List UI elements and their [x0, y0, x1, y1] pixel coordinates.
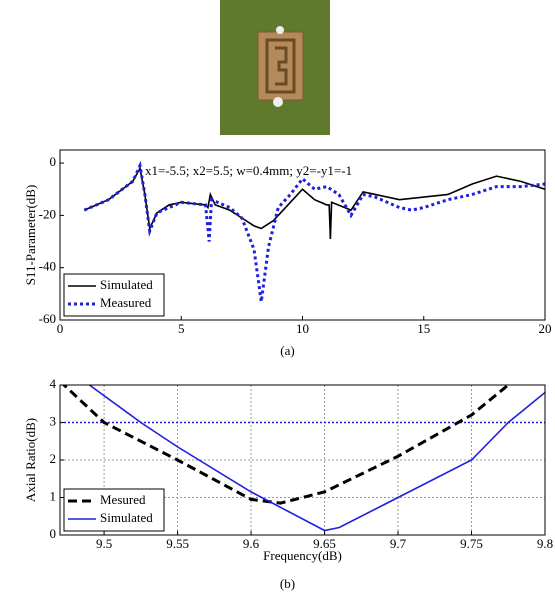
y-tick-label: 0 [50, 154, 57, 169]
caption: (b) [280, 576, 295, 591]
series-line [83, 160, 545, 302]
legend-label: Measured [100, 295, 152, 310]
annotation: x1=-5.5; x2=5.5; w=0.4mm; y2=-y1=-1 [145, 163, 352, 178]
plot-frame [59, 384, 546, 536]
y-tick-label: 2 [50, 451, 57, 466]
x-tick-label: 9.5 [96, 536, 112, 551]
legend-box [63, 488, 165, 532]
legend-box [63, 273, 165, 317]
series-line [61, 385, 510, 505]
plot-frame [59, 149, 546, 321]
y-tick-label: -40 [39, 259, 56, 274]
x-tick-label: 15 [417, 321, 430, 336]
legend-label: Simulated [100, 277, 153, 292]
x-tick-label: 9.75 [460, 536, 483, 551]
photo [220, 0, 330, 135]
legend-label: Simulated [100, 510, 153, 525]
x-tick-label: 0 [57, 321, 64, 336]
y-tick-label: 1 [50, 488, 57, 503]
legend-label: Mesured [100, 492, 146, 507]
series-line [88, 385, 545, 532]
x-tick-label: 5 [178, 321, 185, 336]
x-tick-label: 9.55 [166, 536, 189, 551]
y-axis-label: S11-Parameter(dB) [23, 185, 38, 286]
x-tick-label: 9.65 [313, 536, 336, 551]
series-line [83, 165, 545, 239]
x-tick-label: 9.6 [243, 536, 260, 551]
x-tick-label: 9.8 [537, 536, 553, 551]
x-axis-label: Frequency(dB) [263, 548, 342, 563]
y-tick-label: 0 [50, 526, 57, 541]
x-tick-label: 9.7 [390, 536, 407, 551]
y-tick-label: 4 [50, 376, 57, 391]
y-tick-label: 3 [50, 413, 57, 428]
x-tick-label: 20 [539, 321, 552, 336]
y-axis-label: Axial Ratio(dB) [23, 418, 38, 502]
x-tick-label: 10 [296, 321, 309, 336]
y-tick-label: -20 [39, 206, 56, 221]
caption: (a) [280, 343, 294, 358]
y-tick-label: -60 [39, 311, 56, 326]
